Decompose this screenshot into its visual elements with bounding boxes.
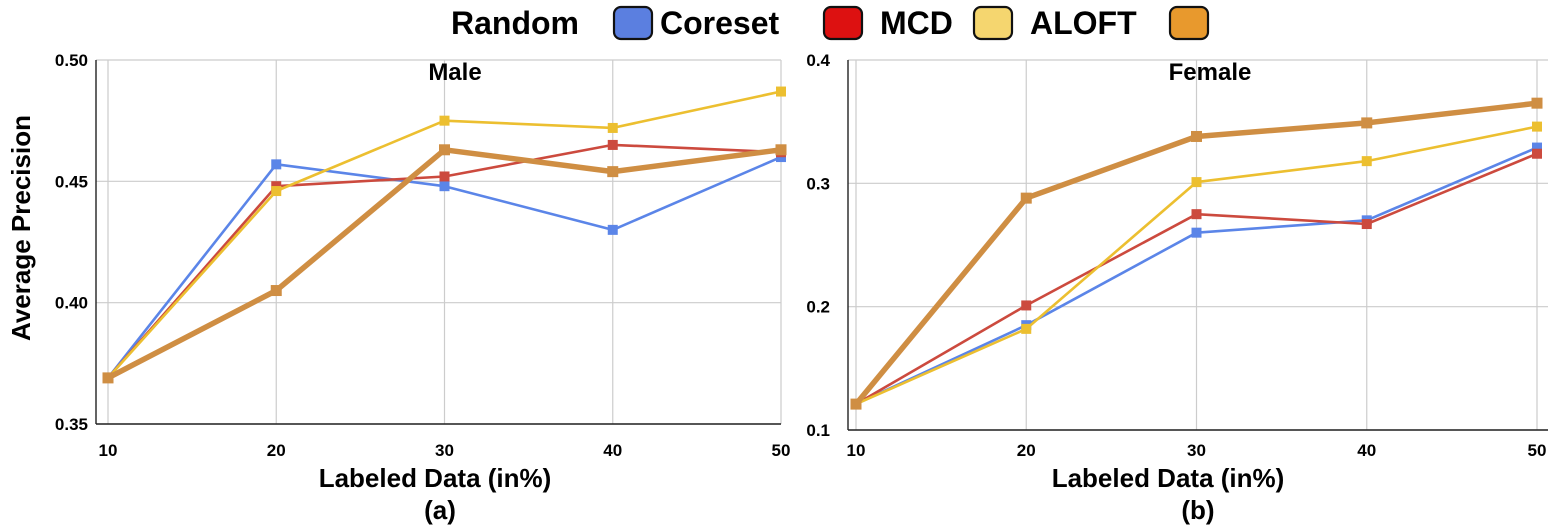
data-point-coreset	[1532, 148, 1542, 159]
data-point-coreset	[439, 171, 450, 182]
data-point-mcd	[1532, 121, 1542, 132]
data-point-aloft	[1191, 130, 1202, 142]
series-aloft	[102, 144, 787, 384]
x-tick-label: 40	[1357, 441, 1376, 460]
data-point-random	[271, 159, 282, 170]
data-point-aloft	[1020, 192, 1032, 204]
data-point-aloft	[1531, 97, 1543, 109]
legend-label-aloft: ALOFT	[1030, 5, 1137, 41]
data-point-mcd	[607, 122, 618, 133]
x-tick-label: 30	[1187, 441, 1206, 460]
legend: Random Coreset MCD ALOFT	[451, 5, 1210, 41]
legend-swatch-aloft	[1168, 5, 1210, 41]
data-point-mcd	[439, 115, 450, 126]
data-point-mcd	[271, 186, 282, 197]
panel-title: Female	[1169, 59, 1252, 86]
legend-swatch-random	[612, 5, 654, 41]
data-point-aloft	[270, 285, 282, 297]
data-point-random	[1532, 142, 1542, 153]
legend-swatch-mcd	[972, 5, 1014, 41]
x-tick-label: 50	[772, 441, 791, 460]
y-tick-label: 0.3	[806, 174, 830, 193]
data-point-coreset	[1361, 219, 1372, 230]
data-point-aloft	[607, 166, 619, 178]
legend-label-mcd: MCD	[880, 5, 953, 41]
legend-label-random: Random	[451, 5, 579, 41]
x-tick-label: 50	[1528, 441, 1547, 460]
legend-swatch-coreset	[822, 5, 864, 41]
y-tick-label: 0.35	[55, 415, 88, 434]
x-axis-title: Labeled Data (in%)	[1052, 463, 1285, 493]
data-point-aloft	[775, 144, 787, 156]
y-tick-label: 0.4	[806, 51, 830, 70]
panel-caption: (b)	[1181, 495, 1214, 525]
data-point-random	[1191, 227, 1202, 238]
legend-label-coreset: Coreset	[660, 5, 780, 41]
data-point-random	[607, 224, 618, 235]
data-point-mcd	[1021, 323, 1032, 334]
y-tick-label: 0.40	[55, 294, 88, 313]
y-tick-label: 0.2	[806, 298, 830, 317]
data-point-aloft	[850, 398, 862, 410]
data-point-coreset	[1191, 209, 1202, 220]
data-point-aloft	[1361, 117, 1373, 129]
x-tick-label: 30	[435, 441, 454, 460]
data-point-aloft	[439, 144, 450, 156]
data-point-mcd	[776, 86, 786, 97]
x-tick-label: 10	[847, 441, 866, 460]
data-point-mcd	[1191, 177, 1202, 188]
data-point-aloft	[102, 372, 114, 384]
panel-title: Male	[428, 59, 481, 86]
x-tick-label: 20	[1017, 441, 1036, 460]
x-tick-label: 40	[603, 441, 622, 460]
data-point-mcd	[1361, 156, 1372, 167]
panel-caption: (a)	[424, 495, 456, 525]
data-point-coreset	[607, 139, 618, 150]
x-axis-title: Labeled Data (in%)	[319, 463, 552, 493]
data-point-random	[439, 181, 450, 192]
y-axis-title: Average Precision	[6, 115, 36, 341]
y-tick-label: 0.1	[806, 421, 830, 440]
x-tick-label: 20	[267, 441, 286, 460]
x-tick-label: 10	[99, 441, 118, 460]
panel-female: 0.1 0.2 0.3 0.4 10 20 30 40 50 Female Labeled Data…	[806, 51, 1548, 525]
panel-male: 0.35 0.40 0.45 0.50 10 20 30 40 50 Male Labeled Da…	[55, 51, 791, 525]
y-tick-label: 0.50	[55, 51, 88, 70]
data-point-coreset	[1021, 300, 1032, 311]
y-tick-label: 0.45	[55, 172, 88, 191]
series-aloft	[850, 97, 1543, 410]
